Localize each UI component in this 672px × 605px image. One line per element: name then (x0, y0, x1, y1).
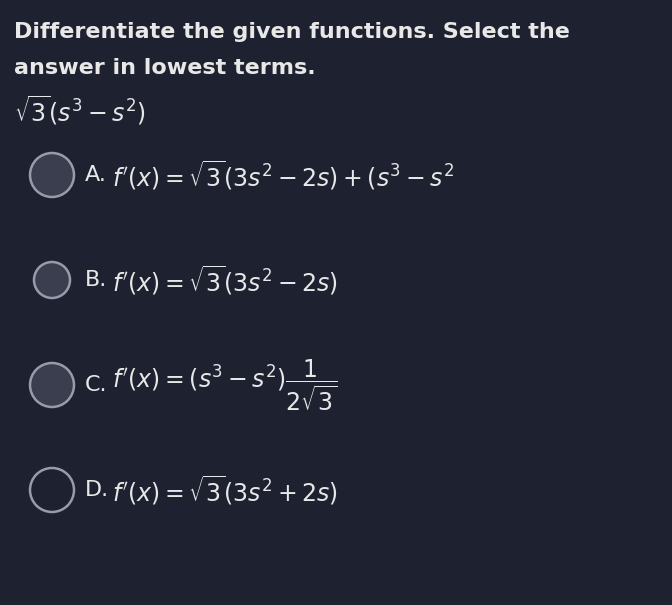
Text: $\sqrt{3}(s^3 - s^2)$: $\sqrt{3}(s^3 - s^2)$ (14, 94, 145, 128)
Text: A.: A. (85, 165, 107, 185)
Circle shape (30, 153, 74, 197)
Text: C.: C. (85, 375, 108, 395)
Circle shape (30, 468, 74, 512)
Text: $f'(x) = (s^3 - s^2)\dfrac{1}{2\sqrt{3}}$: $f'(x) = (s^3 - s^2)\dfrac{1}{2\sqrt{3}}… (112, 357, 337, 413)
Text: D.: D. (85, 480, 109, 500)
Text: answer in lowest terms.: answer in lowest terms. (14, 58, 316, 78)
Circle shape (34, 262, 70, 298)
Text: Differentiate the given functions. Select the: Differentiate the given functions. Selec… (14, 22, 570, 42)
Text: $f'(x) = \sqrt{3}(3s^2 - 2s)$: $f'(x) = \sqrt{3}(3s^2 - 2s)$ (112, 263, 338, 296)
Text: $f'(x) = \sqrt{3}(3s^2 - 2s) + (s^3 - s^2$: $f'(x) = \sqrt{3}(3s^2 - 2s) + (s^3 - s^… (112, 159, 454, 192)
Circle shape (30, 363, 74, 407)
Text: $f'(x) = \sqrt{3}(3s^2 + 2s)$: $f'(x) = \sqrt{3}(3s^2 + 2s)$ (112, 473, 338, 507)
Text: B.: B. (85, 270, 108, 290)
